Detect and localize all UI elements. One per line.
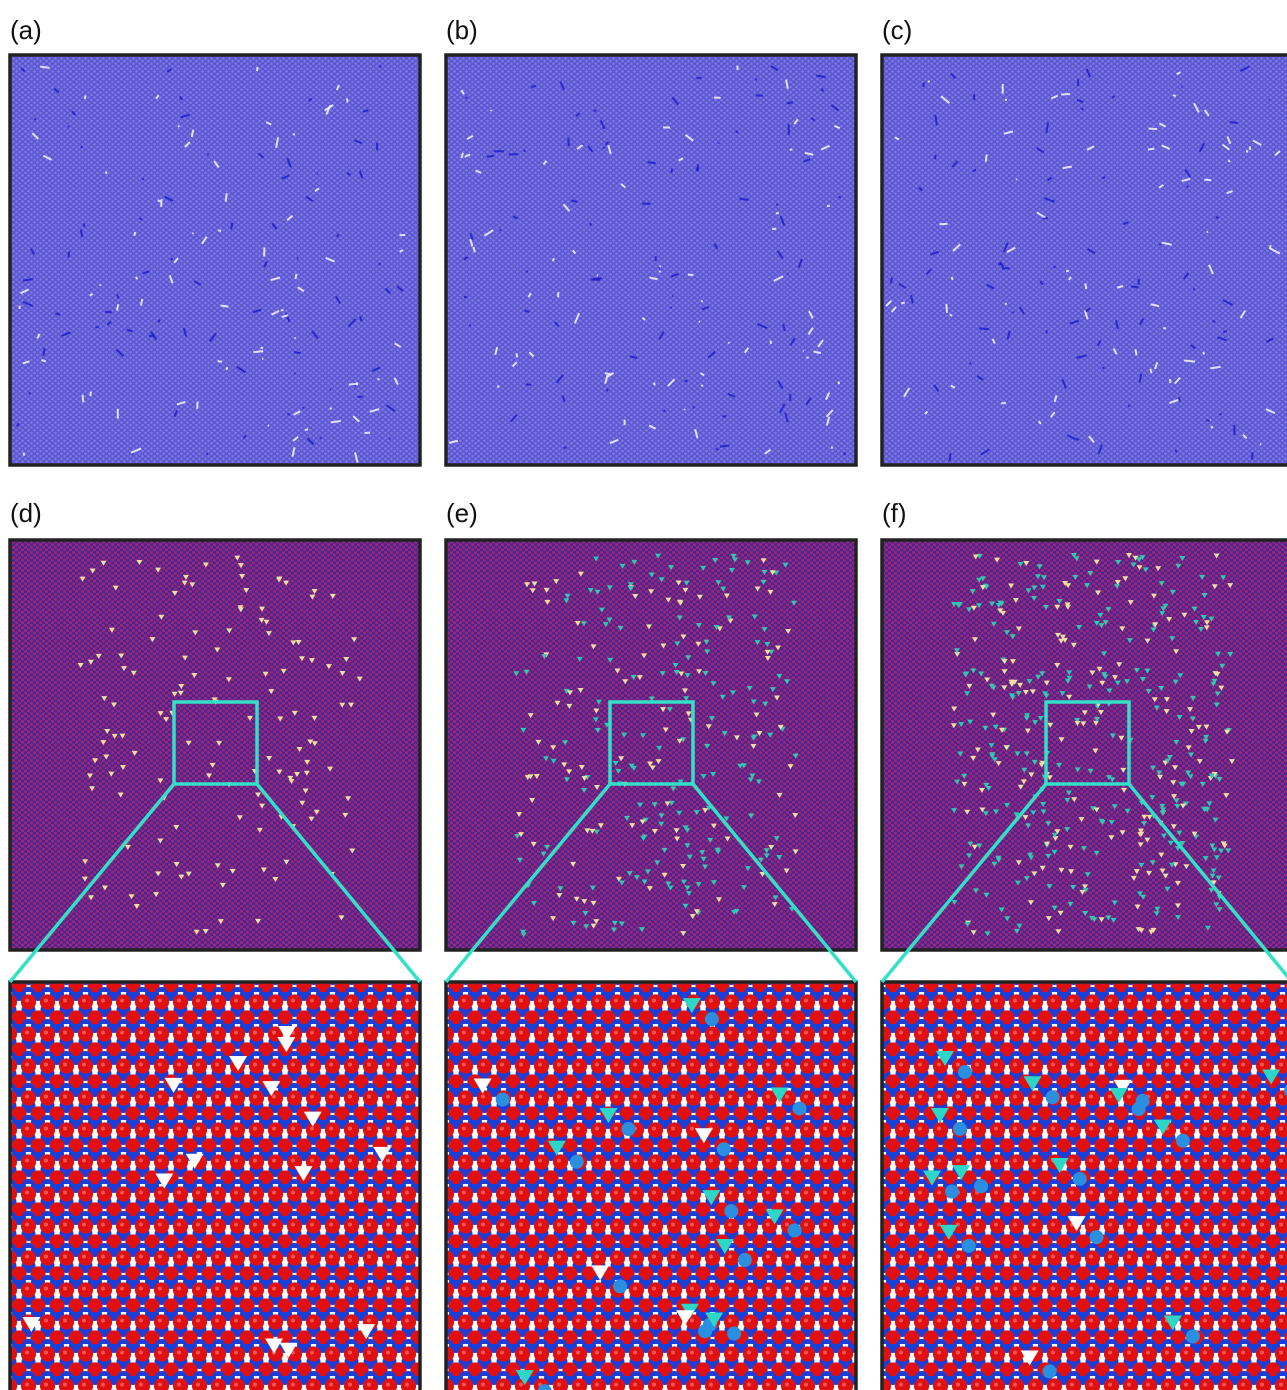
figure: (a) (b) (c) (d) (e) (f) — [0, 0, 1287, 1390]
grain-boundary-defect — [494, 150, 504, 152]
grain-boundary-defect — [827, 205, 830, 207]
simulation-image — [10, 55, 420, 465]
zoom-image — [446, 982, 856, 1390]
panel-label: (b) — [446, 15, 478, 45]
grain-boundary-defect — [376, 143, 378, 150]
zoom-defect — [570, 1155, 584, 1169]
grain-boundary-defect — [1061, 93, 1070, 95]
zoom-defect — [621, 1122, 635, 1136]
grain-boundary-defect — [788, 124, 790, 135]
grain-boundary-defect — [1216, 216, 1219, 218]
zoom-defect — [705, 1012, 719, 1026]
grain-boundary-defect — [1163, 327, 1166, 329]
grain-boundary-defect — [160, 199, 162, 207]
zoom-defect — [1073, 1172, 1087, 1186]
zoom-defect — [953, 1122, 967, 1136]
zoom-defect — [1046, 1090, 1060, 1104]
zoom-defect — [738, 1253, 752, 1267]
grain-boundary-defect — [701, 385, 703, 387]
zoom-defect — [1186, 1329, 1200, 1343]
grain-boundary-defect — [1046, 330, 1048, 333]
grain-boundary-defect — [973, 94, 975, 100]
grain-boundary-defect — [1251, 452, 1253, 459]
grain-boundary-defect — [95, 326, 98, 328]
grain-boundary-defect — [1233, 425, 1235, 435]
grain-boundary-defect — [939, 223, 947, 225]
grain-boundary-defect — [756, 94, 763, 96]
zoom-image — [10, 982, 420, 1390]
grain-boundary-defect — [663, 126, 670, 128]
grain-boundary-defect — [722, 415, 726, 417]
grain-boundary-defect — [736, 66, 738, 70]
zoom-defect — [1090, 1230, 1104, 1244]
grain-boundary-defect — [594, 109, 597, 111]
grain-boundary-defect — [1138, 279, 1140, 285]
grain-boundary-defect — [688, 274, 694, 276]
zoom-defect — [1043, 1364, 1057, 1378]
zoom-defect — [792, 1101, 806, 1115]
grain-boundary-defect — [655, 256, 657, 261]
zoom-defect — [1132, 1102, 1146, 1116]
grain-boundary-defect — [670, 307, 672, 309]
panel-label: (d) — [10, 498, 42, 528]
grain-boundary-defect — [806, 356, 809, 358]
grain-boundary-defect — [149, 335, 154, 337]
zoom-defect — [958, 1065, 972, 1079]
grain-boundary-defect — [293, 133, 295, 135]
grain-boundary-defect — [1186, 186, 1188, 188]
grain-boundary-defect — [217, 360, 222, 362]
panel-label: (a) — [10, 15, 42, 45]
panel-label: (e) — [446, 498, 478, 528]
zoom-defect — [1176, 1134, 1190, 1148]
grain-boundary-defect — [1077, 79, 1079, 86]
zoom-defect — [717, 1142, 731, 1156]
grain-boundary-defect — [597, 274, 598, 276]
grain-boundary-defect — [263, 247, 265, 256]
simulation-image — [446, 55, 856, 465]
zoom-defect — [945, 1185, 959, 1199]
zoom-defect — [974, 1179, 988, 1193]
grain-boundary-defect — [1249, 146, 1251, 150]
grain-boundary-defect — [1002, 84, 1004, 94]
grain-boundary-defect — [499, 229, 501, 231]
panels: (a) (b) (c) (d) (e) (f) — [10, 15, 1287, 1390]
simulation-image — [10, 540, 420, 950]
grain-boundary-defect — [557, 292, 559, 297]
grain-boundary-defect — [196, 401, 198, 408]
grain-boundary-defect — [1001, 402, 1006, 404]
zoom-defect — [962, 1239, 976, 1253]
grain-boundary-defect — [714, 96, 721, 98]
grain-boundary-defect — [379, 66, 381, 68]
panel-label: (f) — [882, 498, 907, 528]
grain-boundary-defect — [319, 437, 321, 439]
zoom-defect — [496, 1093, 510, 1107]
grain-boundary-defect — [776, 212, 779, 214]
zoom-defect — [724, 1204, 738, 1218]
zoom-image — [882, 982, 1287, 1390]
grain-boundary-defect — [684, 380, 687, 382]
grain-boundary-defect — [1005, 99, 1007, 101]
grain-boundary-defect — [653, 382, 655, 385]
grain-boundary-defect — [117, 409, 119, 419]
page: (a)(b)(c)(d)(e)(f) (() => { const data =… — [0, 0, 1287, 1390]
grain-boundary-defect — [358, 396, 363, 398]
grain-boundary-defect — [294, 337, 296, 339]
grain-boundary-defect — [624, 420, 626, 426]
zoom-defect — [698, 1324, 712, 1338]
grain-boundary-defect — [19, 306, 21, 309]
grain-boundary-defect — [364, 432, 370, 434]
grain-boundary-defect — [642, 203, 650, 205]
grain-boundary-defect — [281, 309, 284, 311]
zoom-defect — [788, 1223, 802, 1237]
grain-boundary-defect — [1206, 419, 1210, 421]
zoom-defect — [613, 1279, 627, 1293]
grain-boundary-defect — [789, 394, 791, 401]
zoom-defect — [727, 1327, 741, 1341]
simulation-image — [882, 55, 1287, 465]
grain-boundary-defect — [356, 382, 358, 385]
grain-boundary-defect — [1002, 267, 1010, 269]
grain-boundary-defect — [831, 446, 833, 448]
panel-label: (c) — [882, 15, 912, 45]
